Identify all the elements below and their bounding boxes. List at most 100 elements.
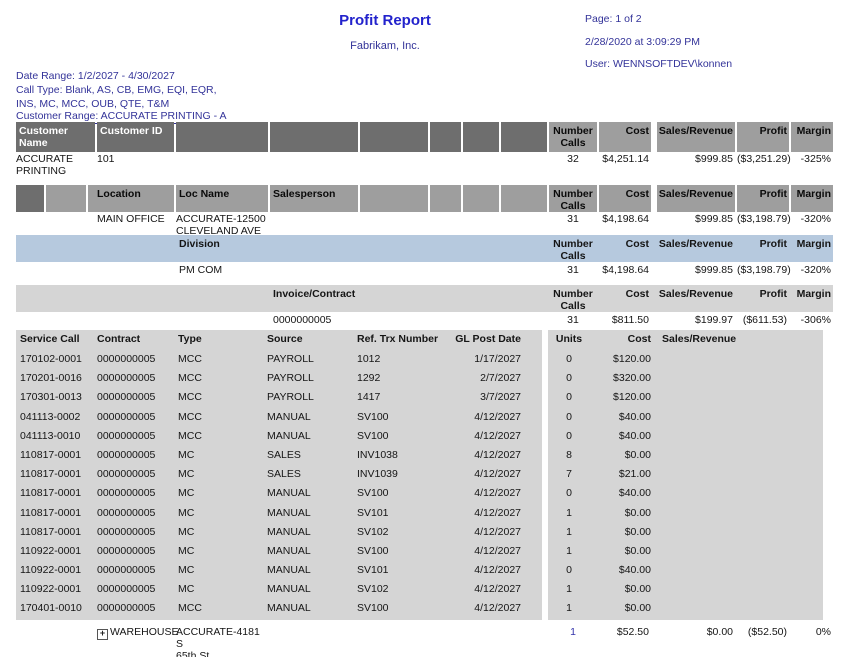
salesperson-header: Salesperson xyxy=(270,185,358,212)
units-cell: 0 xyxy=(566,353,572,365)
units-cell: 0 xyxy=(566,487,572,500)
location-band-header: Location Loc Name Salesperson Number Cal… xyxy=(0,185,850,212)
ref-trx-cell: SV100 xyxy=(357,544,389,557)
cost-cell: $40.00 xyxy=(618,487,651,500)
empty-band-cell xyxy=(501,185,547,212)
type-cell: MC xyxy=(178,448,195,461)
sales-revenue-header: Sales/Revenue xyxy=(658,238,733,250)
next-location-number-calls-link[interactable]: 1 xyxy=(570,626,576,638)
ref-trx-cell: SV101 xyxy=(357,564,389,577)
service-call-cell: 110817-0001 xyxy=(20,525,82,538)
contract-cell: 0000000005 xyxy=(97,564,156,577)
sales-revenue-header: Sales/Revenue xyxy=(657,122,735,152)
number-calls-header: Number Calls xyxy=(549,185,597,212)
expand-icon[interactable]: + xyxy=(97,629,108,640)
detail-row: 110817-0001 0000000005 MC MANUAL SV101 4… xyxy=(0,507,850,526)
customer-band-header: Customer Name Customer ID Number Calls C… xyxy=(0,122,850,152)
type-cell: MCC xyxy=(178,602,202,615)
service-call-header: Service Call xyxy=(20,333,80,345)
gl-post-date-header: GL Post Date xyxy=(455,333,521,345)
detail-rows: 170102-0001 0000000005 MCC PAYROLL 1012 … xyxy=(0,353,850,622)
cost-header: Cost xyxy=(599,122,651,152)
loc-name-header: Loc Name xyxy=(176,185,268,212)
location-number-calls: 31 xyxy=(567,213,579,225)
invoice-band-background xyxy=(16,285,833,312)
gl-post-date-cell: 4/12/2027 xyxy=(474,583,521,596)
number-calls-header: Number Calls xyxy=(549,122,597,152)
division-sales-revenue: $999.85 xyxy=(695,264,733,276)
source-cell: MANUAL xyxy=(267,564,311,577)
number-calls-header: Number Calls xyxy=(553,238,593,262)
type-cell: MC xyxy=(178,544,195,557)
type-cell: MC xyxy=(178,583,195,596)
division-number-calls: 31 xyxy=(567,264,579,276)
cost-cell: $0.00 xyxy=(624,544,651,557)
source-cell: MANUAL xyxy=(267,544,311,557)
units-header: Units xyxy=(555,333,583,345)
invoice-number: 0000000005 xyxy=(273,314,332,326)
margin-header: Margin xyxy=(796,238,831,250)
gl-post-date-cell: 4/12/2027 xyxy=(474,410,521,423)
contract-header: Contract xyxy=(97,333,141,345)
cost-cell: $0.00 xyxy=(624,602,651,615)
ref-trx-cell: SV102 xyxy=(357,525,389,538)
detail-row: 110817-0001 0000000005 MC SALES INV1038 … xyxy=(0,449,850,468)
contract-cell: 0000000005 xyxy=(97,602,156,615)
customer-id: 101 xyxy=(97,153,115,165)
contract-cell: 0000000005 xyxy=(97,372,156,385)
next-location-row: + WAREHOUSE ACCURATE-4181 S 65th St 1 $52… xyxy=(0,626,850,657)
units-cell: 0 xyxy=(566,372,572,385)
source-cell: MANUAL xyxy=(267,506,311,519)
detail-area-background-right xyxy=(548,330,823,620)
service-call-cell: 041113-0010 xyxy=(20,429,81,442)
customer-id-header: Customer ID xyxy=(97,122,174,152)
cost-header: Cost xyxy=(625,238,649,250)
contract-cell: 0000000005 xyxy=(97,544,156,557)
units-cell: 0 xyxy=(566,391,572,404)
source-header: Source xyxy=(267,333,303,345)
division-band-background xyxy=(16,235,833,262)
detail-row: 041113-0002 0000000005 MCC MANUAL SV100 … xyxy=(0,411,850,430)
empty-band-cell xyxy=(430,185,461,212)
units-cell: 0 xyxy=(566,410,572,423)
ref-trx-cell: 1417 xyxy=(357,391,381,404)
location-sales-revenue: $999.85 xyxy=(695,213,733,225)
units-cell: 1 xyxy=(566,583,572,596)
filter-call-type-line1: Call Type: Blank, AS, CB, EMG, EQI, EQR, xyxy=(16,84,217,96)
customer-row: ACCURATE PRINTING 101 32 $4,251.14 $999.… xyxy=(0,153,850,181)
ref-trx-cell: INV1039 xyxy=(357,468,398,481)
service-call-cell: 170201-0016 xyxy=(20,372,82,385)
cost-cell: $0.00 xyxy=(624,448,651,461)
source-cell: PAYROLL xyxy=(267,391,314,404)
next-location-cell: + WAREHOUSE xyxy=(97,626,178,640)
customer-profit: ($3,251.29) xyxy=(737,153,791,165)
gl-post-date-cell: 1/17/2027 xyxy=(474,353,521,365)
loc-name-value: ACCURATE-12500 CLEVELAND AVE xyxy=(176,213,266,237)
invoice-margin: -306% xyxy=(800,314,831,326)
customer-name: ACCURATE PRINTING xyxy=(16,153,73,177)
source-cell: SALES xyxy=(267,448,301,461)
invoice-profit: ($611.53) xyxy=(742,314,787,326)
contract-cell: 0000000005 xyxy=(97,487,156,500)
units-cell: 0 xyxy=(566,564,572,577)
gl-post-date-cell: 4/12/2027 xyxy=(474,564,521,577)
ref-trx-cell: SV100 xyxy=(357,410,389,423)
contract-cell: 0000000005 xyxy=(97,583,156,596)
gl-post-date-cell: 4/12/2027 xyxy=(474,506,521,519)
ref-trx-cell: SV100 xyxy=(357,602,389,615)
empty-band-cell xyxy=(463,185,499,212)
service-call-cell: 110817-0001 xyxy=(20,487,82,500)
gl-post-date-cell: 4/12/2027 xyxy=(474,448,521,461)
detail-header-row: Service Call Contract Type Source Ref. T… xyxy=(0,333,850,351)
type-cell: MC xyxy=(178,487,195,500)
cost-cell: $120.00 xyxy=(613,353,651,365)
profit-header: Profit xyxy=(759,288,787,300)
company-name: Fabrikam, Inc. xyxy=(350,40,420,52)
type-cell: MCC xyxy=(178,372,202,385)
source-cell: MANUAL xyxy=(267,487,311,500)
type-cell: MC xyxy=(178,506,195,519)
gl-post-date-cell: 3/7/2027 xyxy=(480,391,521,404)
next-location-profit: ($52.50) xyxy=(747,626,787,638)
detail-row: 110817-0001 0000000005 MC MANUAL SV100 4… xyxy=(0,487,850,506)
type-cell: MC xyxy=(178,468,195,481)
